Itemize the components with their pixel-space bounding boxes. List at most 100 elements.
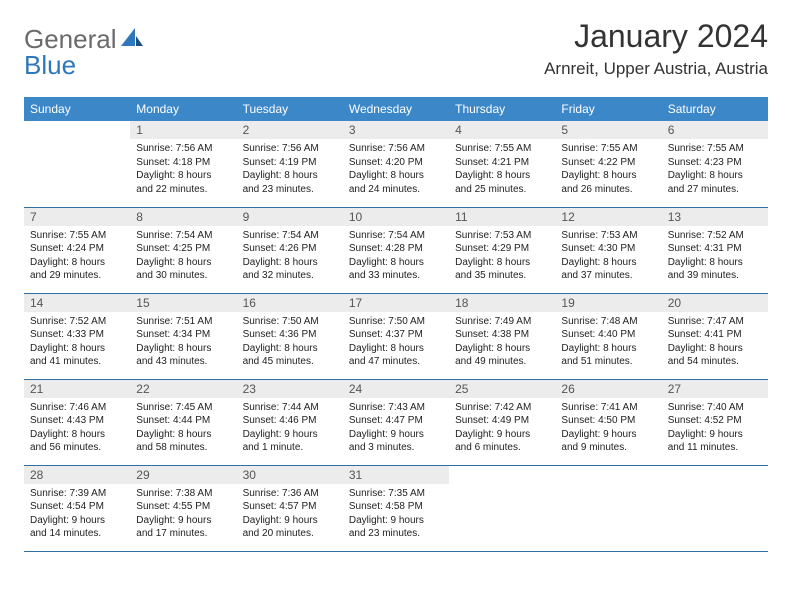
day-of-week-header: Saturday bbox=[662, 97, 768, 121]
day-of-week-header: Sunday bbox=[24, 97, 130, 121]
calendar-week-row: 14Sunrise: 7:52 AMSunset: 4:33 PMDayligh… bbox=[24, 293, 768, 379]
calendar-day-cell: 28Sunrise: 7:39 AMSunset: 4:54 PMDayligh… bbox=[24, 465, 130, 551]
calendar-day-cell: 21Sunrise: 7:46 AMSunset: 4:43 PMDayligh… bbox=[24, 379, 130, 465]
day-number: 30 bbox=[237, 466, 343, 484]
day-detail-text: Sunrise: 7:51 AMSunset: 4:34 PMDaylight:… bbox=[130, 312, 236, 373]
calendar-day-cell: 1Sunrise: 7:56 AMSunset: 4:18 PMDaylight… bbox=[130, 121, 236, 207]
day-detail-text: Sunrise: 7:54 AMSunset: 4:26 PMDaylight:… bbox=[237, 226, 343, 287]
calendar-day-cell: 23Sunrise: 7:44 AMSunset: 4:46 PMDayligh… bbox=[237, 379, 343, 465]
day-detail-text: Sunrise: 7:53 AMSunset: 4:29 PMDaylight:… bbox=[449, 226, 555, 287]
day-detail-text: Sunrise: 7:35 AMSunset: 4:58 PMDaylight:… bbox=[343, 484, 449, 545]
day-number: 7 bbox=[24, 208, 130, 226]
day-of-week-header: Friday bbox=[555, 97, 661, 121]
day-number: 8 bbox=[130, 208, 236, 226]
calendar-day-cell: 5Sunrise: 7:55 AMSunset: 4:22 PMDaylight… bbox=[555, 121, 661, 207]
day-number: 28 bbox=[24, 466, 130, 484]
day-detail-text: Sunrise: 7:41 AMSunset: 4:50 PMDaylight:… bbox=[555, 398, 661, 459]
day-number: 23 bbox=[237, 380, 343, 398]
calendar-day-cell: 26Sunrise: 7:41 AMSunset: 4:50 PMDayligh… bbox=[555, 379, 661, 465]
day-number: 22 bbox=[130, 380, 236, 398]
calendar-day-cell: 6Sunrise: 7:55 AMSunset: 4:23 PMDaylight… bbox=[662, 121, 768, 207]
day-detail-text: Sunrise: 7:48 AMSunset: 4:40 PMDaylight:… bbox=[555, 312, 661, 373]
calendar-day-cell: 9Sunrise: 7:54 AMSunset: 4:26 PMDaylight… bbox=[237, 207, 343, 293]
day-number: 18 bbox=[449, 294, 555, 312]
calendar-week-row: 21Sunrise: 7:46 AMSunset: 4:43 PMDayligh… bbox=[24, 379, 768, 465]
calendar-day-cell: 10Sunrise: 7:54 AMSunset: 4:28 PMDayligh… bbox=[343, 207, 449, 293]
calendar-week-row: 7Sunrise: 7:55 AMSunset: 4:24 PMDaylight… bbox=[24, 207, 768, 293]
day-detail-text: Sunrise: 7:40 AMSunset: 4:52 PMDaylight:… bbox=[662, 398, 768, 459]
calendar-day-cell bbox=[449, 465, 555, 551]
day-detail-text: Sunrise: 7:44 AMSunset: 4:46 PMDaylight:… bbox=[237, 398, 343, 459]
calendar-day-cell: 30Sunrise: 7:36 AMSunset: 4:57 PMDayligh… bbox=[237, 465, 343, 551]
day-number: 9 bbox=[237, 208, 343, 226]
day-detail-text: Sunrise: 7:55 AMSunset: 4:23 PMDaylight:… bbox=[662, 139, 768, 200]
day-number: 27 bbox=[662, 380, 768, 398]
calendar-day-cell: 14Sunrise: 7:52 AMSunset: 4:33 PMDayligh… bbox=[24, 293, 130, 379]
calendar-day-cell bbox=[555, 465, 661, 551]
day-number: 19 bbox=[555, 294, 661, 312]
calendar-day-cell: 25Sunrise: 7:42 AMSunset: 4:49 PMDayligh… bbox=[449, 379, 555, 465]
logo-text-blue: Blue bbox=[24, 50, 76, 81]
day-of-week-header: Wednesday bbox=[343, 97, 449, 121]
calendar-day-cell: 22Sunrise: 7:45 AMSunset: 4:44 PMDayligh… bbox=[130, 379, 236, 465]
day-number: 20 bbox=[662, 294, 768, 312]
day-number: 13 bbox=[662, 208, 768, 226]
day-number: 17 bbox=[343, 294, 449, 312]
calendar-body: 1Sunrise: 7:56 AMSunset: 4:18 PMDaylight… bbox=[24, 121, 768, 551]
day-detail-text: Sunrise: 7:45 AMSunset: 4:44 PMDaylight:… bbox=[130, 398, 236, 459]
day-number: 16 bbox=[237, 294, 343, 312]
day-detail-text: Sunrise: 7:50 AMSunset: 4:36 PMDaylight:… bbox=[237, 312, 343, 373]
header: General January 2024 Arnreit, Upper Aust… bbox=[24, 18, 768, 79]
day-detail-text: Sunrise: 7:38 AMSunset: 4:55 PMDaylight:… bbox=[130, 484, 236, 545]
day-detail-text: Sunrise: 7:36 AMSunset: 4:57 PMDaylight:… bbox=[237, 484, 343, 545]
day-detail-text: Sunrise: 7:54 AMSunset: 4:25 PMDaylight:… bbox=[130, 226, 236, 287]
calendar-week-row: 1Sunrise: 7:56 AMSunset: 4:18 PMDaylight… bbox=[24, 121, 768, 207]
day-detail-text: Sunrise: 7:54 AMSunset: 4:28 PMDaylight:… bbox=[343, 226, 449, 287]
title-block: January 2024 Arnreit, Upper Austria, Aus… bbox=[544, 18, 768, 79]
day-detail-text: Sunrise: 7:43 AMSunset: 4:47 PMDaylight:… bbox=[343, 398, 449, 459]
calendar-day-cell: 3Sunrise: 7:56 AMSunset: 4:20 PMDaylight… bbox=[343, 121, 449, 207]
calendar-week-row: 28Sunrise: 7:39 AMSunset: 4:54 PMDayligh… bbox=[24, 465, 768, 551]
day-detail-text: Sunrise: 7:55 AMSunset: 4:24 PMDaylight:… bbox=[24, 226, 130, 287]
calendar-header-row: SundayMondayTuesdayWednesdayThursdayFrid… bbox=[24, 97, 768, 121]
calendar-day-cell: 27Sunrise: 7:40 AMSunset: 4:52 PMDayligh… bbox=[662, 379, 768, 465]
day-number: 14 bbox=[24, 294, 130, 312]
day-number: 1 bbox=[130, 121, 236, 139]
calendar-day-cell: 24Sunrise: 7:43 AMSunset: 4:47 PMDayligh… bbox=[343, 379, 449, 465]
calendar-day-cell: 18Sunrise: 7:49 AMSunset: 4:38 PMDayligh… bbox=[449, 293, 555, 379]
day-detail-text: Sunrise: 7:55 AMSunset: 4:21 PMDaylight:… bbox=[449, 139, 555, 200]
calendar-day-cell: 2Sunrise: 7:56 AMSunset: 4:19 PMDaylight… bbox=[237, 121, 343, 207]
page-title: January 2024 bbox=[544, 18, 768, 55]
day-number: 29 bbox=[130, 466, 236, 484]
day-number: 6 bbox=[662, 121, 768, 139]
day-detail-text: Sunrise: 7:49 AMSunset: 4:38 PMDaylight:… bbox=[449, 312, 555, 373]
day-detail-text: Sunrise: 7:52 AMSunset: 4:33 PMDaylight:… bbox=[24, 312, 130, 373]
day-number: 24 bbox=[343, 380, 449, 398]
day-of-week-header: Thursday bbox=[449, 97, 555, 121]
location: Arnreit, Upper Austria, Austria bbox=[544, 59, 768, 79]
day-detail-text: Sunrise: 7:52 AMSunset: 4:31 PMDaylight:… bbox=[662, 226, 768, 287]
day-detail-text: Sunrise: 7:47 AMSunset: 4:41 PMDaylight:… bbox=[662, 312, 768, 373]
calendar-day-cell: 17Sunrise: 7:50 AMSunset: 4:37 PMDayligh… bbox=[343, 293, 449, 379]
calendar-day-cell: 31Sunrise: 7:35 AMSunset: 4:58 PMDayligh… bbox=[343, 465, 449, 551]
calendar-day-cell bbox=[24, 121, 130, 207]
day-number: 2 bbox=[237, 121, 343, 139]
calendar-day-cell: 11Sunrise: 7:53 AMSunset: 4:29 PMDayligh… bbox=[449, 207, 555, 293]
day-of-week-header: Monday bbox=[130, 97, 236, 121]
day-number: 12 bbox=[555, 208, 661, 226]
calendar-day-cell: 7Sunrise: 7:55 AMSunset: 4:24 PMDaylight… bbox=[24, 207, 130, 293]
day-detail-text: Sunrise: 7:56 AMSunset: 4:20 PMDaylight:… bbox=[343, 139, 449, 200]
calendar-day-cell: 8Sunrise: 7:54 AMSunset: 4:25 PMDaylight… bbox=[130, 207, 236, 293]
calendar-day-cell: 29Sunrise: 7:38 AMSunset: 4:55 PMDayligh… bbox=[130, 465, 236, 551]
calendar-day-cell bbox=[662, 465, 768, 551]
day-number: 21 bbox=[24, 380, 130, 398]
day-number: 11 bbox=[449, 208, 555, 226]
day-number: 31 bbox=[343, 466, 449, 484]
day-detail-text: Sunrise: 7:56 AMSunset: 4:19 PMDaylight:… bbox=[237, 139, 343, 200]
day-detail-text: Sunrise: 7:53 AMSunset: 4:30 PMDaylight:… bbox=[555, 226, 661, 287]
calendar-day-cell: 19Sunrise: 7:48 AMSunset: 4:40 PMDayligh… bbox=[555, 293, 661, 379]
day-detail-text: Sunrise: 7:55 AMSunset: 4:22 PMDaylight:… bbox=[555, 139, 661, 200]
day-detail-text: Sunrise: 7:46 AMSunset: 4:43 PMDaylight:… bbox=[24, 398, 130, 459]
day-detail-text: Sunrise: 7:56 AMSunset: 4:18 PMDaylight:… bbox=[130, 139, 236, 200]
day-of-week-header: Tuesday bbox=[237, 97, 343, 121]
